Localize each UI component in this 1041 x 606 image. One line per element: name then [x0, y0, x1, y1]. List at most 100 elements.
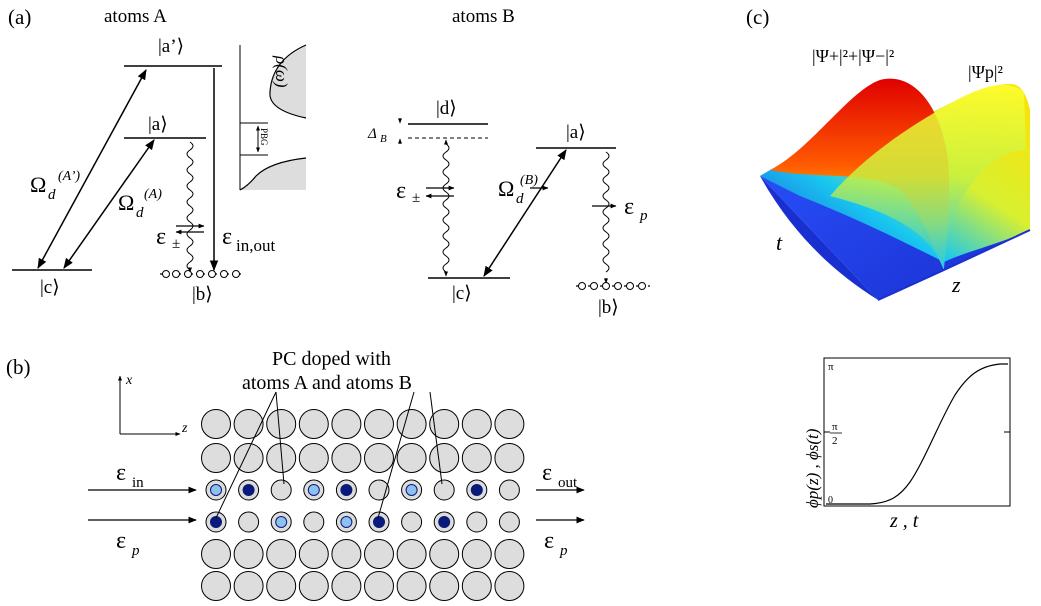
atom-b: [307, 484, 320, 496]
eps-p-sub: p: [639, 208, 648, 224]
doped-line-1: PC doped with: [272, 348, 391, 370]
pointer-b1: [377, 391, 415, 519]
defect-cylinder: [498, 511, 520, 533]
pbg-label: PBG: [259, 128, 269, 146]
pc-cylinder: [396, 539, 427, 569]
pc-cylinder: [494, 539, 525, 569]
defect-cylinder: [270, 479, 292, 501]
atom-a: [340, 484, 353, 496]
omega-a-symbol: Ω: [118, 190, 134, 215]
omega-a-prime-sub: d: [48, 187, 56, 203]
pc-cylinder: [429, 539, 460, 569]
eps-in-sub: in: [132, 475, 144, 491]
pc-cylinder: [364, 571, 394, 601]
pointer-a2: [275, 391, 285, 485]
wavefunction-surface-plot: [760, 78, 1031, 301]
pc-cylinder: [331, 539, 362, 569]
tick-pi: π: [828, 361, 834, 373]
axis-z-label: z: [181, 421, 188, 436]
atom-a: [210, 516, 222, 528]
level-c-label: |c⟩: [40, 277, 60, 298]
pc-cylinder: [298, 443, 329, 473]
pc-cylinder: [364, 539, 394, 569]
pc-cylinder: [396, 443, 427, 473]
defect-cylinder: [303, 511, 325, 533]
pc-cylinder: [429, 443, 460, 473]
pc-cylinder: [331, 409, 362, 439]
pc-cylinder: [233, 571, 264, 601]
pc-cylinder: [201, 539, 231, 569]
defect-cylinder: [368, 479, 390, 501]
omega-a-arrow: [63, 139, 155, 269]
pc-cylinder: [201, 409, 231, 439]
level-a-label: |a⟩: [148, 114, 168, 135]
pc-cylinder: [461, 443, 492, 473]
atom-b: [405, 484, 418, 496]
atoms-b-title: atoms B: [452, 6, 515, 27]
pc-cylinder: [429, 571, 460, 601]
pc-cylinder: [429, 409, 460, 439]
density-of-states-inset: [239, 44, 307, 191]
omega-b-sub: d: [516, 191, 524, 207]
level-b-atoms: [162, 270, 240, 278]
level-d-label: |d⟩: [436, 98, 457, 119]
pc-cylinder: [266, 539, 297, 569]
pc-cylinder: [298, 539, 329, 569]
eps-p-out-symbol: ε: [544, 528, 554, 554]
probe-wave: [602, 151, 610, 273]
eps-pm-sub: ±: [172, 236, 180, 252]
eps-out-symbol: ε: [542, 460, 552, 486]
surface-label-p: |Ψp|²: [968, 62, 1003, 82]
omega-a-prime-symbol: Ω: [30, 172, 46, 197]
decay-a-b-wave: [186, 141, 194, 271]
phase-xlabel: z , t: [889, 510, 919, 532]
photonic-crystal-lattice: [201, 409, 525, 601]
eps-pm-b-sub: ±: [412, 190, 420, 206]
atom-a: [373, 516, 385, 528]
tick-pi-half-den: 2: [832, 435, 838, 447]
pc-cylinder: [461, 571, 492, 601]
eps-p-symbol: ε: [624, 194, 634, 220]
surface-axis-z: z: [951, 272, 961, 297]
omega-a-prime-arrow: [37, 69, 147, 269]
level-b-label: |b⟩: [192, 284, 213, 305]
omega-a-sup: (A): [144, 187, 162, 202]
omega-a-sub: d: [136, 205, 144, 221]
panel-c: (c) |Ψ+|²+|Ψ−|² |Ψp|² t z π π 2 0: [746, 5, 1031, 532]
eps-p-in-sub: p: [131, 543, 140, 559]
defect-cylinder: [498, 479, 520, 501]
omega-b-symbol: Ω: [498, 176, 514, 201]
pc-cylinder: [494, 443, 525, 473]
panel-b: (b) PC doped with atoms A and atoms B x …: [6, 348, 585, 601]
pointer-b2: [429, 391, 443, 485]
omega-a-prime-sup: (A’): [58, 169, 80, 184]
surface-label-pm: |Ψ+|²+|Ψ−|²: [812, 46, 894, 66]
pc-cylinder: [266, 443, 297, 473]
delta-b-symbol: Δ: [367, 126, 377, 142]
pointer-a1: [215, 391, 277, 519]
atoms-a-title: atoms A: [104, 6, 167, 27]
panel-b-label: (b): [6, 355, 31, 379]
level-b-b-label: |b⟩: [598, 297, 619, 318]
atom-b: [210, 484, 222, 496]
tick-zero: 0: [828, 495, 833, 506]
pc-cylinder: [494, 571, 525, 601]
eps-out-sub: out: [558, 475, 578, 491]
level-a-prime-label: |a’⟩: [158, 36, 184, 57]
level-b-b-atoms: [578, 282, 646, 290]
surface-axis-t: t: [776, 230, 783, 255]
omega-b-arrow: [483, 149, 567, 277]
phase-plot: [823, 357, 1011, 507]
pc-cylinder: [201, 443, 231, 473]
pc-cylinder: [396, 409, 427, 439]
rho-label: ρ(ω): [272, 55, 291, 88]
atom-a: [242, 484, 255, 496]
pc-cylinder: [331, 443, 362, 473]
eps-p-out-sub: p: [559, 543, 568, 559]
pc-cylinder: [494, 409, 525, 439]
pc-cylinder: [233, 443, 264, 473]
pc-cylinder: [331, 571, 362, 601]
pc-cylinder: [461, 409, 492, 439]
field-d-c-wave: [442, 143, 450, 273]
panel-a: (a) atoms A |a’⟩ |a⟩ |c⟩ |b⟩ Ω d (A’) Ω …: [8, 5, 307, 305]
